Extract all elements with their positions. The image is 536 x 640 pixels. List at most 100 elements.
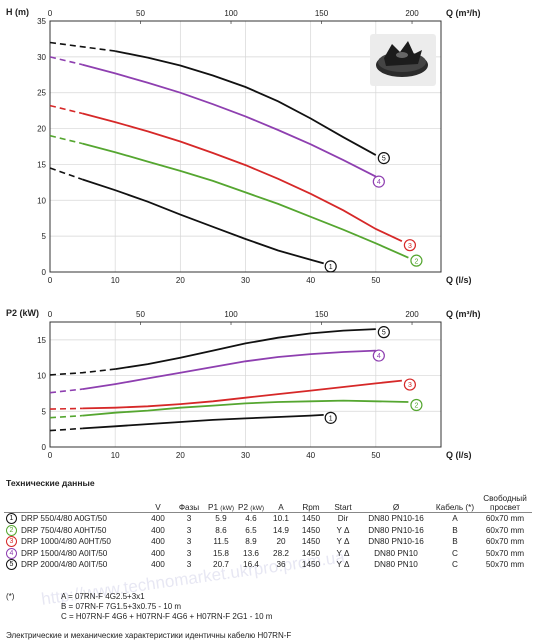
tech-data-table: V Фазы P1 (kW) P2 (kW) A Rpm Start Ø Каб… — [4, 490, 532, 571]
series-line-dashed — [49, 414, 83, 419]
cell-rpm: 1450 — [301, 537, 321, 546]
cell-p2: 6.5 — [245, 525, 257, 535]
cell-start: Y Δ — [336, 560, 350, 569]
header-voltage: V — [144, 490, 172, 513]
series-marker-circle — [377, 152, 390, 165]
x-tick-label: 40 — [306, 276, 315, 285]
cell-diameter: DN80 PN10-16 — [368, 514, 424, 523]
header-rpm: Rpm — [296, 490, 326, 513]
series-line-dashed — [49, 134, 83, 145]
y-tick-label: 25 — [37, 89, 46, 98]
cell-p1: 11.5 — [213, 537, 229, 546]
cell-start: Y Δ — [336, 548, 350, 558]
series-line — [82, 399, 409, 417]
series-line — [82, 112, 403, 243]
series-line — [82, 349, 376, 390]
x2-tick-label: 100 — [224, 9, 238, 18]
series-label: 1 — [329, 415, 333, 422]
header-p1: P1 (kW) — [206, 490, 236, 513]
table-row: 2 DRP 750/4/80 A0HT/50 400 3 8.6 6.5 14.9 1450 Y… — [4, 524, 532, 537]
cell-cable: C — [452, 560, 458, 569]
series-marker-circle — [403, 239, 416, 252]
series-label: 4 — [377, 353, 381, 360]
header-diameter: Ø — [360, 490, 432, 513]
y-tick-label: 5 — [42, 232, 47, 241]
y-tick-label: 30 — [37, 53, 46, 62]
header-free-opening: Свободный просвет — [478, 490, 532, 513]
header-p2-label: P2 — [238, 503, 249, 512]
series-line-dashed — [49, 41, 116, 52]
series-label: 3 — [408, 243, 412, 250]
series-line — [82, 379, 402, 410]
x-tick-label: 20 — [176, 451, 185, 460]
cell-free-opening: 50x70 mm — [485, 560, 525, 569]
series-marker-circle — [403, 378, 416, 391]
header-model — [4, 490, 144, 513]
cell-current: 14.9 — [273, 525, 289, 535]
tech-data-title: Технические данные — [6, 478, 95, 488]
series-line-dashed — [49, 56, 83, 66]
curve-number-badge: 1 — [6, 513, 17, 525]
x-tick-label: 50 — [371, 451, 380, 460]
header-p2: P2 (kW) — [236, 490, 266, 513]
model-name: DRP 1000/4/80 A0HT/50 — [21, 537, 111, 546]
series-marker-circle — [410, 398, 423, 412]
cell-model: 1 DRP 550/4/80 A0GT/50 — [4, 513, 144, 525]
y-tick-label: 35 — [37, 17, 46, 26]
y-tick-label: 0 — [42, 443, 47, 452]
series-line-dashed — [49, 407, 83, 410]
cell-rpm: 1450 — [301, 525, 321, 535]
series-label: 5 — [382, 156, 386, 163]
note-cable-c: C = H07RN-F 4G6 + H07RN-F 4G6 + H07RN-F … — [61, 612, 273, 621]
cell-phases: 3 — [186, 514, 192, 523]
model-name: DRP 1500/4/80 A0IT/50 — [21, 548, 108, 558]
cell-current: 20 — [276, 537, 286, 546]
x2-tick-label: 200 — [405, 310, 419, 319]
y-axis-label: H (m) — [6, 7, 29, 17]
cell-model: 3 DRP 1000/4/80 A0HT/50 — [4, 536, 144, 548]
curve-number-badge: 4 — [6, 547, 17, 559]
cell-p1: 8.6 — [215, 525, 227, 535]
cell-voltage: 400 — [151, 525, 165, 535]
cell-voltage: 400 — [151, 514, 165, 523]
x2-tick-label: 50 — [136, 9, 145, 18]
cell-diameter: DN80 PN10-16 — [368, 537, 424, 546]
cell-start: Y Δ — [336, 525, 350, 535]
cell-cable: A — [452, 514, 458, 523]
cell-cable: B — [452, 537, 458, 546]
x-tick-label: 10 — [111, 451, 120, 460]
header-cable: Кабель (*) — [432, 490, 478, 513]
cell-rpm: 1450 — [301, 560, 321, 569]
series-line-dashed — [49, 388, 83, 394]
note-cable-b: B = 07RN-F 7G1.5+3x0.75 - 10 m — [61, 602, 182, 611]
cell-voltage: 400 — [151, 537, 165, 546]
series-label: 4 — [377, 179, 381, 186]
table-row: 5 DRP 2000/4/80 A0IT/50 400 3 20.7 16.4 36 1450… — [4, 559, 532, 571]
x-tick-label: 10 — [111, 276, 120, 285]
y-tick-label: 15 — [37, 336, 46, 345]
series-line — [82, 142, 409, 259]
series-marker-circle — [324, 260, 337, 273]
cell-p2: 4.6 — [245, 514, 257, 523]
y-tick-label: 20 — [37, 125, 46, 134]
footer-note: Электрические и механические характерист… — [6, 631, 292, 640]
cell-current: 28.2 — [273, 548, 289, 558]
x2-tick-label: 150 — [315, 310, 329, 319]
y-tick-label: 5 — [42, 407, 47, 416]
cell-model: 5 DRP 2000/4/80 A0IT/50 — [4, 559, 144, 571]
x2-tick-label: 200 — [405, 9, 419, 18]
series-line — [82, 414, 324, 430]
curve-number-badge: 5 — [6, 559, 17, 571]
series-line — [82, 63, 377, 178]
table-header-row: V Фазы P1 (kW) P2 (kW) A Rpm Start Ø Каб… — [4, 490, 532, 513]
cable-notes: (*) A = 07RN-F 4G2.5+3x1 B = 07RN-F 7G1.… — [6, 592, 272, 622]
model-name: DRP 750/4/80 A0HT/50 — [21, 525, 107, 535]
plot-frame — [49, 20, 442, 273]
cell-free-opening: 50x70 mm — [485, 548, 525, 558]
series-marker-circle — [324, 411, 337, 424]
x-tick-label: 40 — [306, 451, 315, 460]
x2-axis-label: Q (m³/h) — [446, 8, 481, 18]
plot-frame — [49, 321, 442, 448]
cell-voltage: 400 — [151, 548, 165, 558]
series-line-dashed — [49, 427, 83, 432]
